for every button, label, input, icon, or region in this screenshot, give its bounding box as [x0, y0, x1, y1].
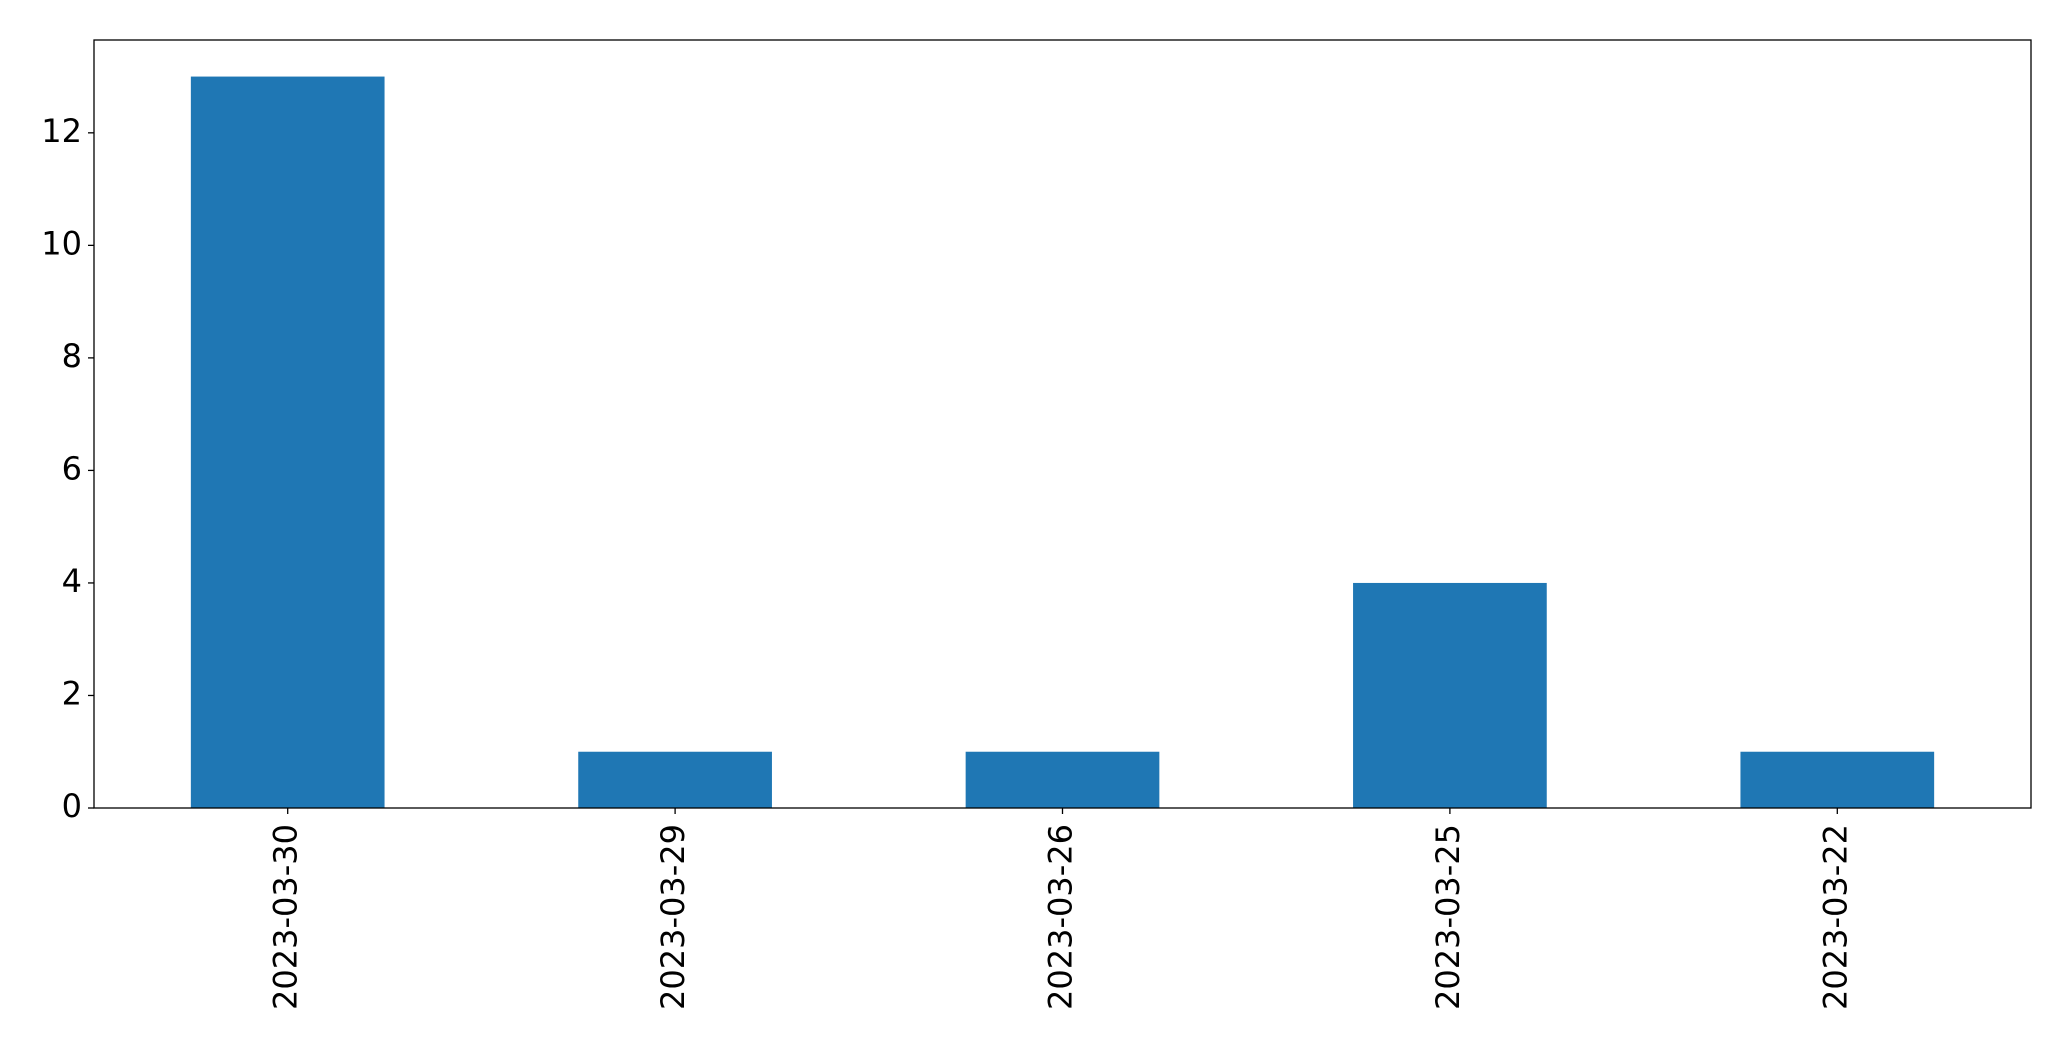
y-tick-label: 0 [62, 787, 82, 825]
x-tick-label: 2023-03-26 [1042, 824, 1080, 1010]
x-tick-label: 2023-03-29 [654, 824, 692, 1010]
bar [578, 751, 772, 808]
x-tick-label: 2023-03-30 [267, 824, 305, 1010]
y-tick-label: 2 [62, 674, 82, 712]
bar [190, 76, 385, 809]
y-tick-label: 10 [41, 224, 82, 262]
bar [1353, 582, 1547, 808]
y-tick-label: 12 [41, 112, 82, 150]
x-tick-label: 2023-03-25 [1429, 824, 1467, 1010]
bar [1740, 751, 1935, 808]
y-tick-label: 6 [62, 449, 82, 487]
bar [965, 751, 1160, 808]
x-tick-label: 2023-03-22 [1816, 824, 1854, 1010]
y-tick-label: 4 [62, 562, 82, 600]
plot-frame [93, 39, 2032, 809]
y-tick-label: 8 [62, 337, 82, 375]
